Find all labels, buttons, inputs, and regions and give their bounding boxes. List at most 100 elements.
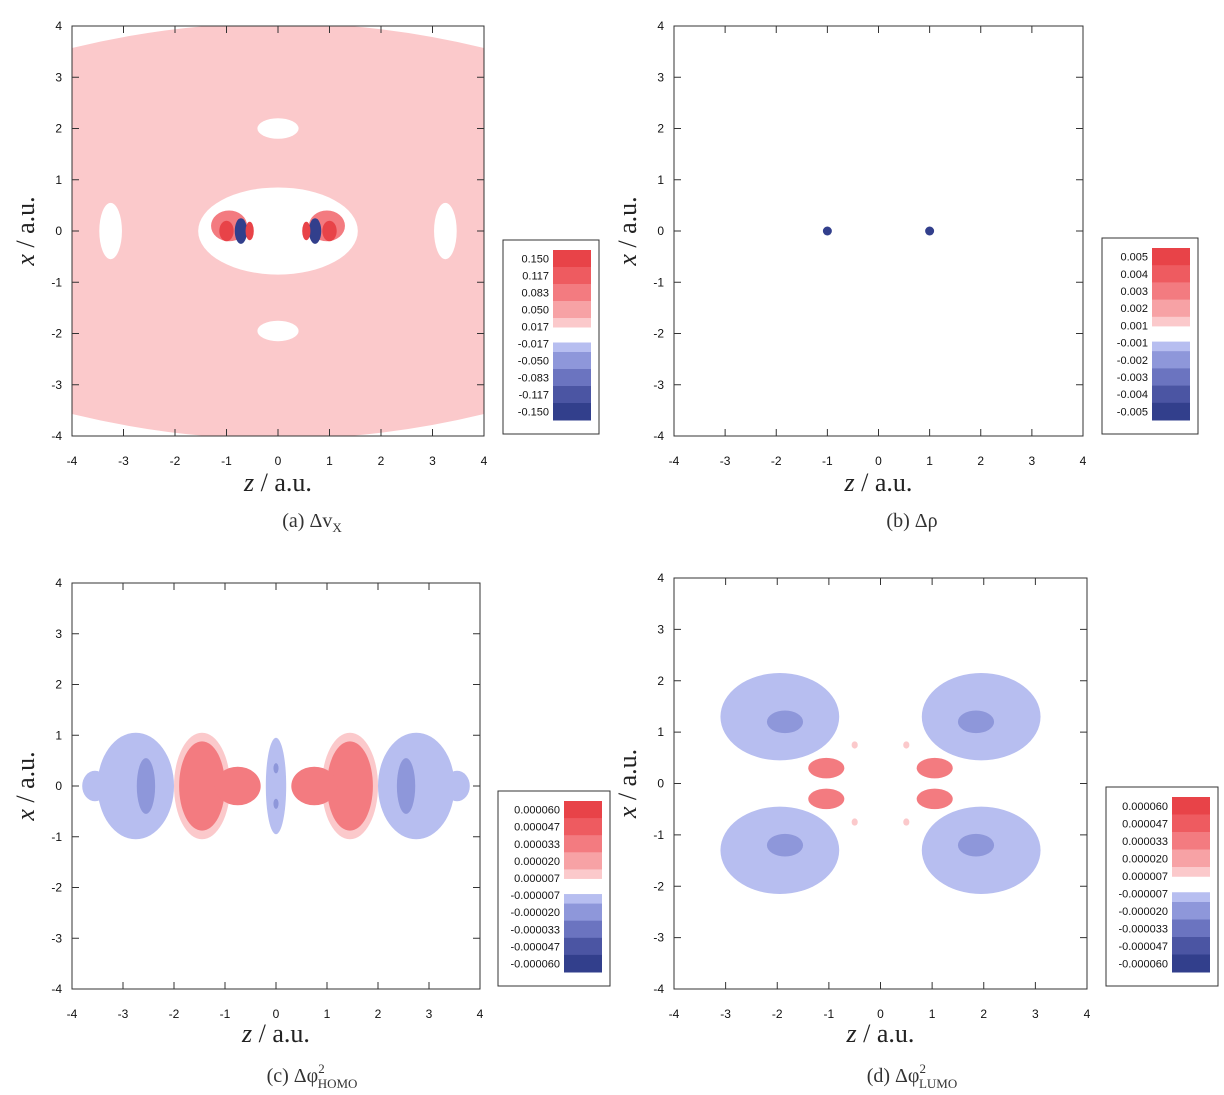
x-tick-label: 2 <box>980 1007 987 1021</box>
legend-swatch <box>553 386 591 404</box>
y-tick-label: 4 <box>657 571 664 585</box>
x-tick-label: 3 <box>429 454 436 468</box>
contour-region <box>396 758 416 814</box>
x-tick-label: -3 <box>118 454 129 468</box>
contour-region <box>851 741 858 749</box>
contour-region <box>903 741 910 749</box>
contour-region <box>273 798 279 809</box>
y-axis-label: x / a.u. <box>11 751 40 821</box>
contour-region <box>808 757 845 779</box>
y-tick-label: -1 <box>51 275 62 289</box>
y-tick-label: 4 <box>55 19 62 33</box>
legend-label: -0.000060 <box>1118 958 1168 970</box>
legend-label: -0.000033 <box>510 924 560 936</box>
contour-region <box>434 202 457 260</box>
contour-region <box>851 818 858 826</box>
x-tick-label: -2 <box>170 454 181 468</box>
legend-label: 0.083 <box>521 288 549 300</box>
y-tick-label: 2 <box>55 678 62 692</box>
x-tick-label: 2 <box>375 1007 382 1021</box>
contour-region <box>444 770 470 802</box>
legend-label: 0.000047 <box>514 822 560 834</box>
x-tick-label: -2 <box>169 1007 180 1021</box>
panel-caption: (d) Δφ2 LUMO <box>867 1061 958 1091</box>
contour-region <box>916 757 953 779</box>
x-tick-label: -1 <box>822 454 833 468</box>
contour-region <box>916 788 953 810</box>
contour-region <box>82 770 108 802</box>
legend-swatch <box>1152 248 1190 266</box>
x-tick-label: 1 <box>324 1007 331 1021</box>
legend: 0.150 0.117 0.083 0.050 0.017 -0.017 -0.050 -0.… <box>502 239 600 435</box>
legend-zero-band <box>553 327 591 343</box>
x-tick-label: -4 <box>669 1007 680 1021</box>
x-tick-label: 4 <box>481 454 488 468</box>
legend-label: -0.050 <box>518 356 549 368</box>
plot-area <box>674 578 1087 989</box>
contour-region <box>214 766 261 806</box>
x-axis-label: z / a.u. <box>846 1019 915 1048</box>
legend-swatch <box>1172 849 1210 868</box>
legend-swatch <box>564 954 602 973</box>
y-tick-label: 4 <box>55 576 62 590</box>
contour-region <box>97 732 174 840</box>
x-tick-label: -1 <box>221 454 232 468</box>
y-tick-label: 0 <box>55 224 62 238</box>
legend-swatch <box>553 352 591 370</box>
y-tick-label: -1 <box>51 830 62 844</box>
x-tick-label: -3 <box>720 454 731 468</box>
y-tick-label: -3 <box>653 378 664 392</box>
legend-label: -0.000033 <box>1118 923 1168 935</box>
x-tick-label: 1 <box>929 1007 936 1021</box>
panel-caption: (c) Δφ2 HOMO <box>267 1061 358 1091</box>
legend-label: -0.002 <box>1117 355 1148 367</box>
y-tick-label: -1 <box>653 828 664 842</box>
panel-caption: (a) ΔvX <box>282 510 342 535</box>
legend-label: 0.117 <box>522 271 549 283</box>
y-tick-label: 0 <box>55 779 62 793</box>
x-tick-label: 4 <box>477 1007 484 1021</box>
contour-region <box>245 221 254 241</box>
x-tick-label: -3 <box>720 1007 731 1021</box>
legend-label: -0.000047 <box>1118 941 1168 953</box>
contour-region <box>136 758 156 814</box>
legend-label: 0.017 <box>521 322 549 334</box>
x-tick-label: -3 <box>118 1007 129 1021</box>
legend-label: 0.050 <box>521 305 549 317</box>
contour-region <box>273 763 279 774</box>
contour-region <box>257 320 299 342</box>
contour-region <box>957 710 995 734</box>
legend-label: 0.000020 <box>1122 853 1168 865</box>
legend-swatch <box>553 301 591 319</box>
legend-zero-band <box>564 878 602 895</box>
legend-label: -0.000060 <box>510 958 560 970</box>
panel-d: -4 -3 -2 -1 0 1 2 3 4 4 3 2 1 0 -1 -2 -3 -4 z / a.u. x / a.… <box>613 571 1219 1091</box>
contour-region <box>198 187 358 275</box>
x-tick-label: 0 <box>875 454 882 468</box>
legend-swatch <box>564 801 602 819</box>
contour-region <box>903 818 910 826</box>
legend-label: -0.003 <box>1117 372 1148 384</box>
legend-swatch <box>1172 814 1210 833</box>
x-axis-label: z / a.u. <box>241 1019 310 1048</box>
legend-swatch <box>564 835 602 853</box>
panel-c: -4 -3 -2 -1 0 1 2 3 4 4 3 2 1 0 -1 -2 -3 -4 z / a.u. x / a.… <box>11 576 611 1091</box>
legend-label: 0.000020 <box>514 856 560 868</box>
legend-swatch <box>1172 902 1210 920</box>
legend-label: 0.000060 <box>1122 801 1168 813</box>
legend-label: 0.150 <box>521 254 549 266</box>
y-axis-label: x / a.u. <box>613 196 642 266</box>
contour-region <box>291 766 338 806</box>
legend-swatch <box>564 937 602 956</box>
y-tick-label: 3 <box>657 70 664 84</box>
legend-swatch <box>553 369 591 387</box>
legend-swatch <box>1172 954 1210 973</box>
y-tick-label: 1 <box>55 728 62 742</box>
y-tick-label: 0 <box>657 224 664 238</box>
legend-swatch <box>564 920 602 939</box>
legend-swatch <box>553 284 591 302</box>
x-tick-label: 3 <box>426 1007 433 1021</box>
legend-swatch <box>553 403 591 421</box>
y-tick-label: -2 <box>653 879 664 893</box>
